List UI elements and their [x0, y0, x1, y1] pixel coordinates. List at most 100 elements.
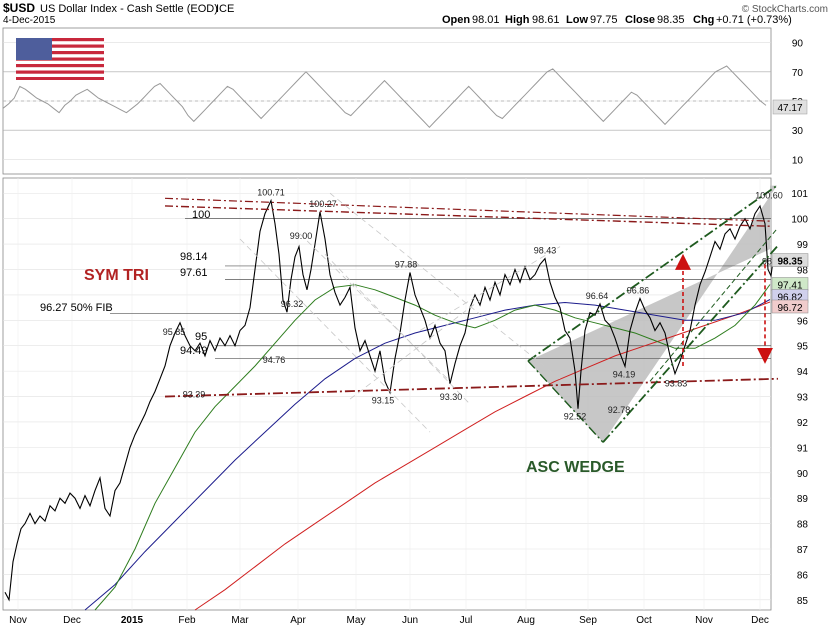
value-box [771, 299, 809, 314]
price-tick-label: 100 [791, 215, 808, 226]
price-axis: 858687888990919293949596979899100101 [791, 189, 808, 607]
price-tick-label: 98 [797, 265, 809, 276]
price-line [4, 198, 774, 602]
chg-value: +0.71 (+0.73%) [716, 14, 792, 26]
watermark: © StockCharts.com [742, 4, 828, 15]
level-95-label: 95 [195, 331, 207, 343]
fan-line [419, 246, 561, 331]
rsi-grid [3, 42, 771, 160]
wedge-lower-line [602, 246, 778, 443]
point-label: 93.15 [372, 396, 395, 406]
open-value: 98.01 [472, 14, 500, 26]
rsi-current-box [772, 99, 808, 115]
upper-triangle-line [164, 205, 772, 227]
point-label: 94.76 [263, 355, 286, 365]
price-tick-label: 92 [797, 418, 809, 429]
point-label: 93.30 [440, 392, 463, 402]
x-tick-label: Dec [63, 615, 81, 626]
price-tick-label: 89 [797, 494, 809, 505]
price-tick-label: 90 [797, 469, 809, 480]
wedge-left-line [527, 360, 604, 443]
low-label: Low [566, 14, 588, 26]
price-tick-label: 87 [797, 545, 809, 556]
x-tick-label: Jul [460, 615, 473, 626]
target-arrows [675, 253, 773, 367]
wedge-inner-line [649, 228, 778, 382]
rsi-current-value: 47.17 [777, 103, 802, 114]
point-label: 93.39 [183, 390, 206, 400]
rsi-tick-label: 70 [792, 68, 804, 79]
x-tick-label: May [347, 615, 366, 626]
point-label: 97.88 [395, 260, 418, 270]
value-box-label: 97.41 [777, 280, 802, 291]
price-tick-label: 86 [797, 570, 809, 581]
ma-red-line [194, 301, 771, 611]
level-97-61-label: 97.61 [180, 267, 208, 279]
point-label: 98.43 [534, 246, 557, 256]
chart-date: 4-Dec-2015 [3, 15, 56, 26]
x-tick-label: Sep [579, 615, 597, 626]
point-label: 100.27 [309, 199, 337, 209]
rsi-tick-label: 90 [792, 39, 804, 50]
wedge-upper-line [527, 184, 778, 362]
x-tick-label: Apr [290, 615, 306, 626]
ma-green-line [94, 284, 771, 611]
chg-label: Chg [693, 14, 714, 26]
symbol: $USD [3, 1, 35, 15]
point-label: 99.00 [290, 231, 313, 241]
x-tick-label: Mar [231, 615, 249, 626]
point-label: 92.78 [608, 405, 631, 415]
rsi-tick-label: 30 [792, 126, 804, 137]
price-tick-label: 95 [797, 342, 809, 353]
asc-wedge-label: ASC WEDGE [526, 459, 625, 476]
point-label: 96.32 [281, 299, 304, 309]
price-tick-label: 91 [797, 443, 809, 454]
low-value: 97.75 [590, 14, 618, 26]
point-label: 96.64 [586, 291, 609, 301]
quote-bar: Open 98.01 High 98.61 Low 97.75 Close 98… [442, 14, 792, 26]
sym-tri-label: SYM TRI [84, 267, 149, 284]
value-box [771, 253, 809, 267]
x-tick-label: Nov [695, 615, 713, 626]
point-label: 98 [762, 256, 772, 266]
price-tick-label: 101 [791, 189, 808, 200]
price-tick-label: 96 [797, 316, 809, 327]
price-tick-label: 93 [797, 393, 809, 404]
price-tick-label: 94 [797, 367, 809, 378]
fan-line [349, 299, 481, 400]
close-value: 98.35 [657, 14, 685, 26]
x-tick-label: Nov [9, 615, 27, 626]
value-box-label: 96.82 [777, 292, 802, 303]
level-98-14-label: 98.14 [180, 251, 208, 263]
point-label: 96.86 [627, 285, 650, 295]
x-axis: Nov Dec 2015 Feb Mar Apr May Jun Jul Aug Sep Oct Nov… [9, 615, 769, 626]
price-panel [2, 177, 772, 611]
rsi-line [2, 65, 767, 129]
point-label: 94.19 [613, 369, 636, 379]
lower-triangle-line [164, 377, 779, 398]
x-tick-label: Dec [751, 615, 769, 626]
x-tick-label: Oct [636, 615, 652, 626]
close-label: Close [625, 14, 655, 26]
fan-line [299, 233, 451, 382]
ma-blue-line [84, 299, 771, 611]
point-label: 95.85 [163, 327, 186, 337]
us-flag-icon [16, 38, 104, 80]
fan-line [239, 238, 431, 433]
fib-label: 96.27 50% FIB [40, 302, 113, 314]
trend-lines [164, 184, 779, 443]
point-labels: 100.71 100.27 99.00 96.32 94.76 95.85 93.39 93.… [163, 188, 783, 422]
fan-line [324, 253, 471, 405]
x-tick-label: Feb [178, 615, 196, 626]
ascending-wedge-area [528, 185, 777, 443]
level-94-49-label: 94.49 [180, 345, 208, 357]
upper-triangle-line [164, 197, 772, 222]
price-tick-label: 88 [797, 520, 809, 531]
high-value: 98.61 [532, 14, 560, 26]
x-tick-label: Aug [517, 615, 535, 626]
value-box-label: 98.35 [777, 257, 802, 268]
high-label: High [505, 14, 530, 26]
instrument-name: US Dollar Index - Cash Settle (EOD) [40, 3, 218, 15]
